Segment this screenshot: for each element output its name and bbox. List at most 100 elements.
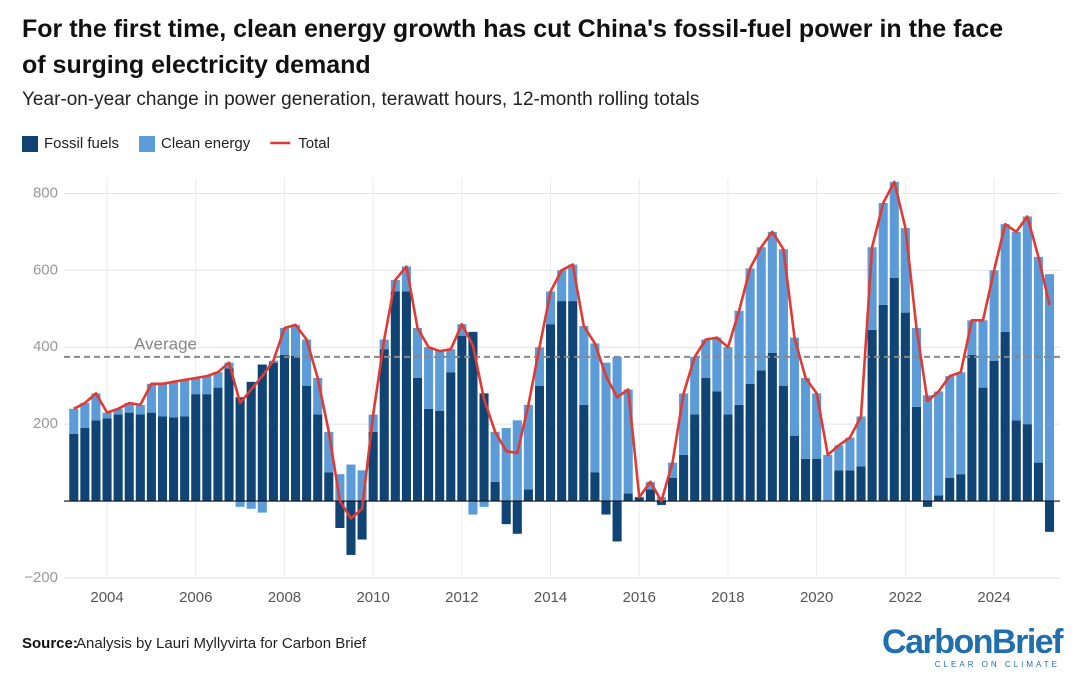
bar — [512, 501, 522, 534]
bar — [401, 291, 411, 502]
bar — [867, 329, 877, 502]
bar — [612, 501, 622, 542]
bar — [479, 501, 489, 507]
bar — [424, 347, 434, 409]
bar — [889, 278, 899, 502]
bar — [279, 354, 290, 502]
bar — [202, 376, 212, 395]
bar — [934, 495, 944, 502]
bar — [823, 454, 833, 502]
bar — [1000, 331, 1010, 502]
bar — [91, 393, 101, 421]
bar — [313, 378, 323, 415]
bar — [701, 378, 711, 502]
bar — [1033, 256, 1043, 463]
bar — [501, 428, 511, 502]
title-line: of surging electricity demand — [22, 51, 371, 79]
bar — [579, 326, 589, 405]
bar — [80, 403, 90, 428]
bar — [213, 372, 223, 388]
bar — [290, 324, 301, 356]
bar — [290, 355, 301, 502]
bar — [124, 403, 134, 413]
bar — [146, 383, 156, 413]
bar — [878, 203, 888, 305]
bar — [1000, 224, 1010, 332]
bar — [756, 370, 766, 502]
bar — [645, 489, 655, 502]
bar — [734, 404, 744, 502]
bar — [778, 385, 788, 502]
bar — [102, 418, 112, 502]
bar — [1033, 462, 1043, 502]
bar — [557, 270, 567, 302]
bar — [967, 354, 977, 502]
bar — [690, 356, 700, 415]
bar — [390, 291, 400, 502]
bar — [1022, 216, 1032, 425]
x-tick-label: 2004 — [90, 589, 123, 606]
x-tick-label: 2022 — [889, 589, 922, 606]
bar — [667, 462, 678, 478]
bar — [845, 437, 855, 471]
bar — [989, 360, 999, 502]
bar — [135, 404, 145, 415]
bar — [124, 412, 134, 502]
x-tick-label: 2008 — [268, 589, 301, 606]
bar — [335, 474, 345, 502]
legend-swatch — [22, 136, 38, 152]
bar — [1011, 420, 1021, 502]
bar — [412, 328, 423, 378]
y-tick-label: −200 — [24, 569, 58, 586]
bar — [856, 416, 866, 467]
bar — [634, 497, 644, 502]
bar — [169, 417, 179, 502]
total-line — [73, 180, 1051, 520]
bar — [1011, 231, 1021, 421]
bar — [900, 228, 910, 313]
bar — [501, 501, 511, 525]
bar — [601, 501, 611, 515]
chart-title: For the first time, clean energy growth … — [22, 15, 1003, 79]
bar — [923, 395, 933, 502]
bar — [834, 470, 844, 502]
bar — [224, 368, 234, 502]
bar — [157, 416, 168, 502]
bar — [778, 249, 788, 386]
bar — [80, 428, 90, 502]
bar — [113, 414, 123, 502]
bar — [368, 431, 378, 502]
bar — [623, 493, 633, 502]
bar — [812, 458, 822, 502]
bar — [856, 466, 866, 502]
bar — [934, 391, 944, 496]
x-tick-label: 2020 — [800, 589, 833, 606]
bar — [557, 301, 567, 502]
bar — [401, 266, 411, 292]
bar — [69, 408, 79, 434]
bar — [490, 481, 500, 502]
bar — [812, 393, 822, 459]
bar — [324, 472, 334, 502]
bar — [546, 291, 556, 325]
x-tick-label: 2006 — [179, 589, 212, 606]
bar — [645, 481, 655, 490]
bar — [468, 331, 478, 502]
bar — [978, 387, 988, 502]
bar — [235, 397, 245, 502]
bar — [302, 385, 312, 502]
bar — [612, 356, 622, 502]
title-line: For the first time, clean energy growth … — [22, 15, 1003, 43]
bar — [257, 364, 267, 502]
bar — [956, 474, 966, 502]
bar — [679, 393, 689, 455]
bar — [424, 408, 434, 502]
bar — [623, 389, 633, 494]
bar — [568, 264, 578, 302]
bar — [479, 393, 489, 502]
bar — [446, 349, 456, 373]
bar — [512, 420, 522, 502]
bar — [446, 372, 456, 502]
chart-subtitle: Year-on-year change in power generation,… — [22, 89, 699, 110]
